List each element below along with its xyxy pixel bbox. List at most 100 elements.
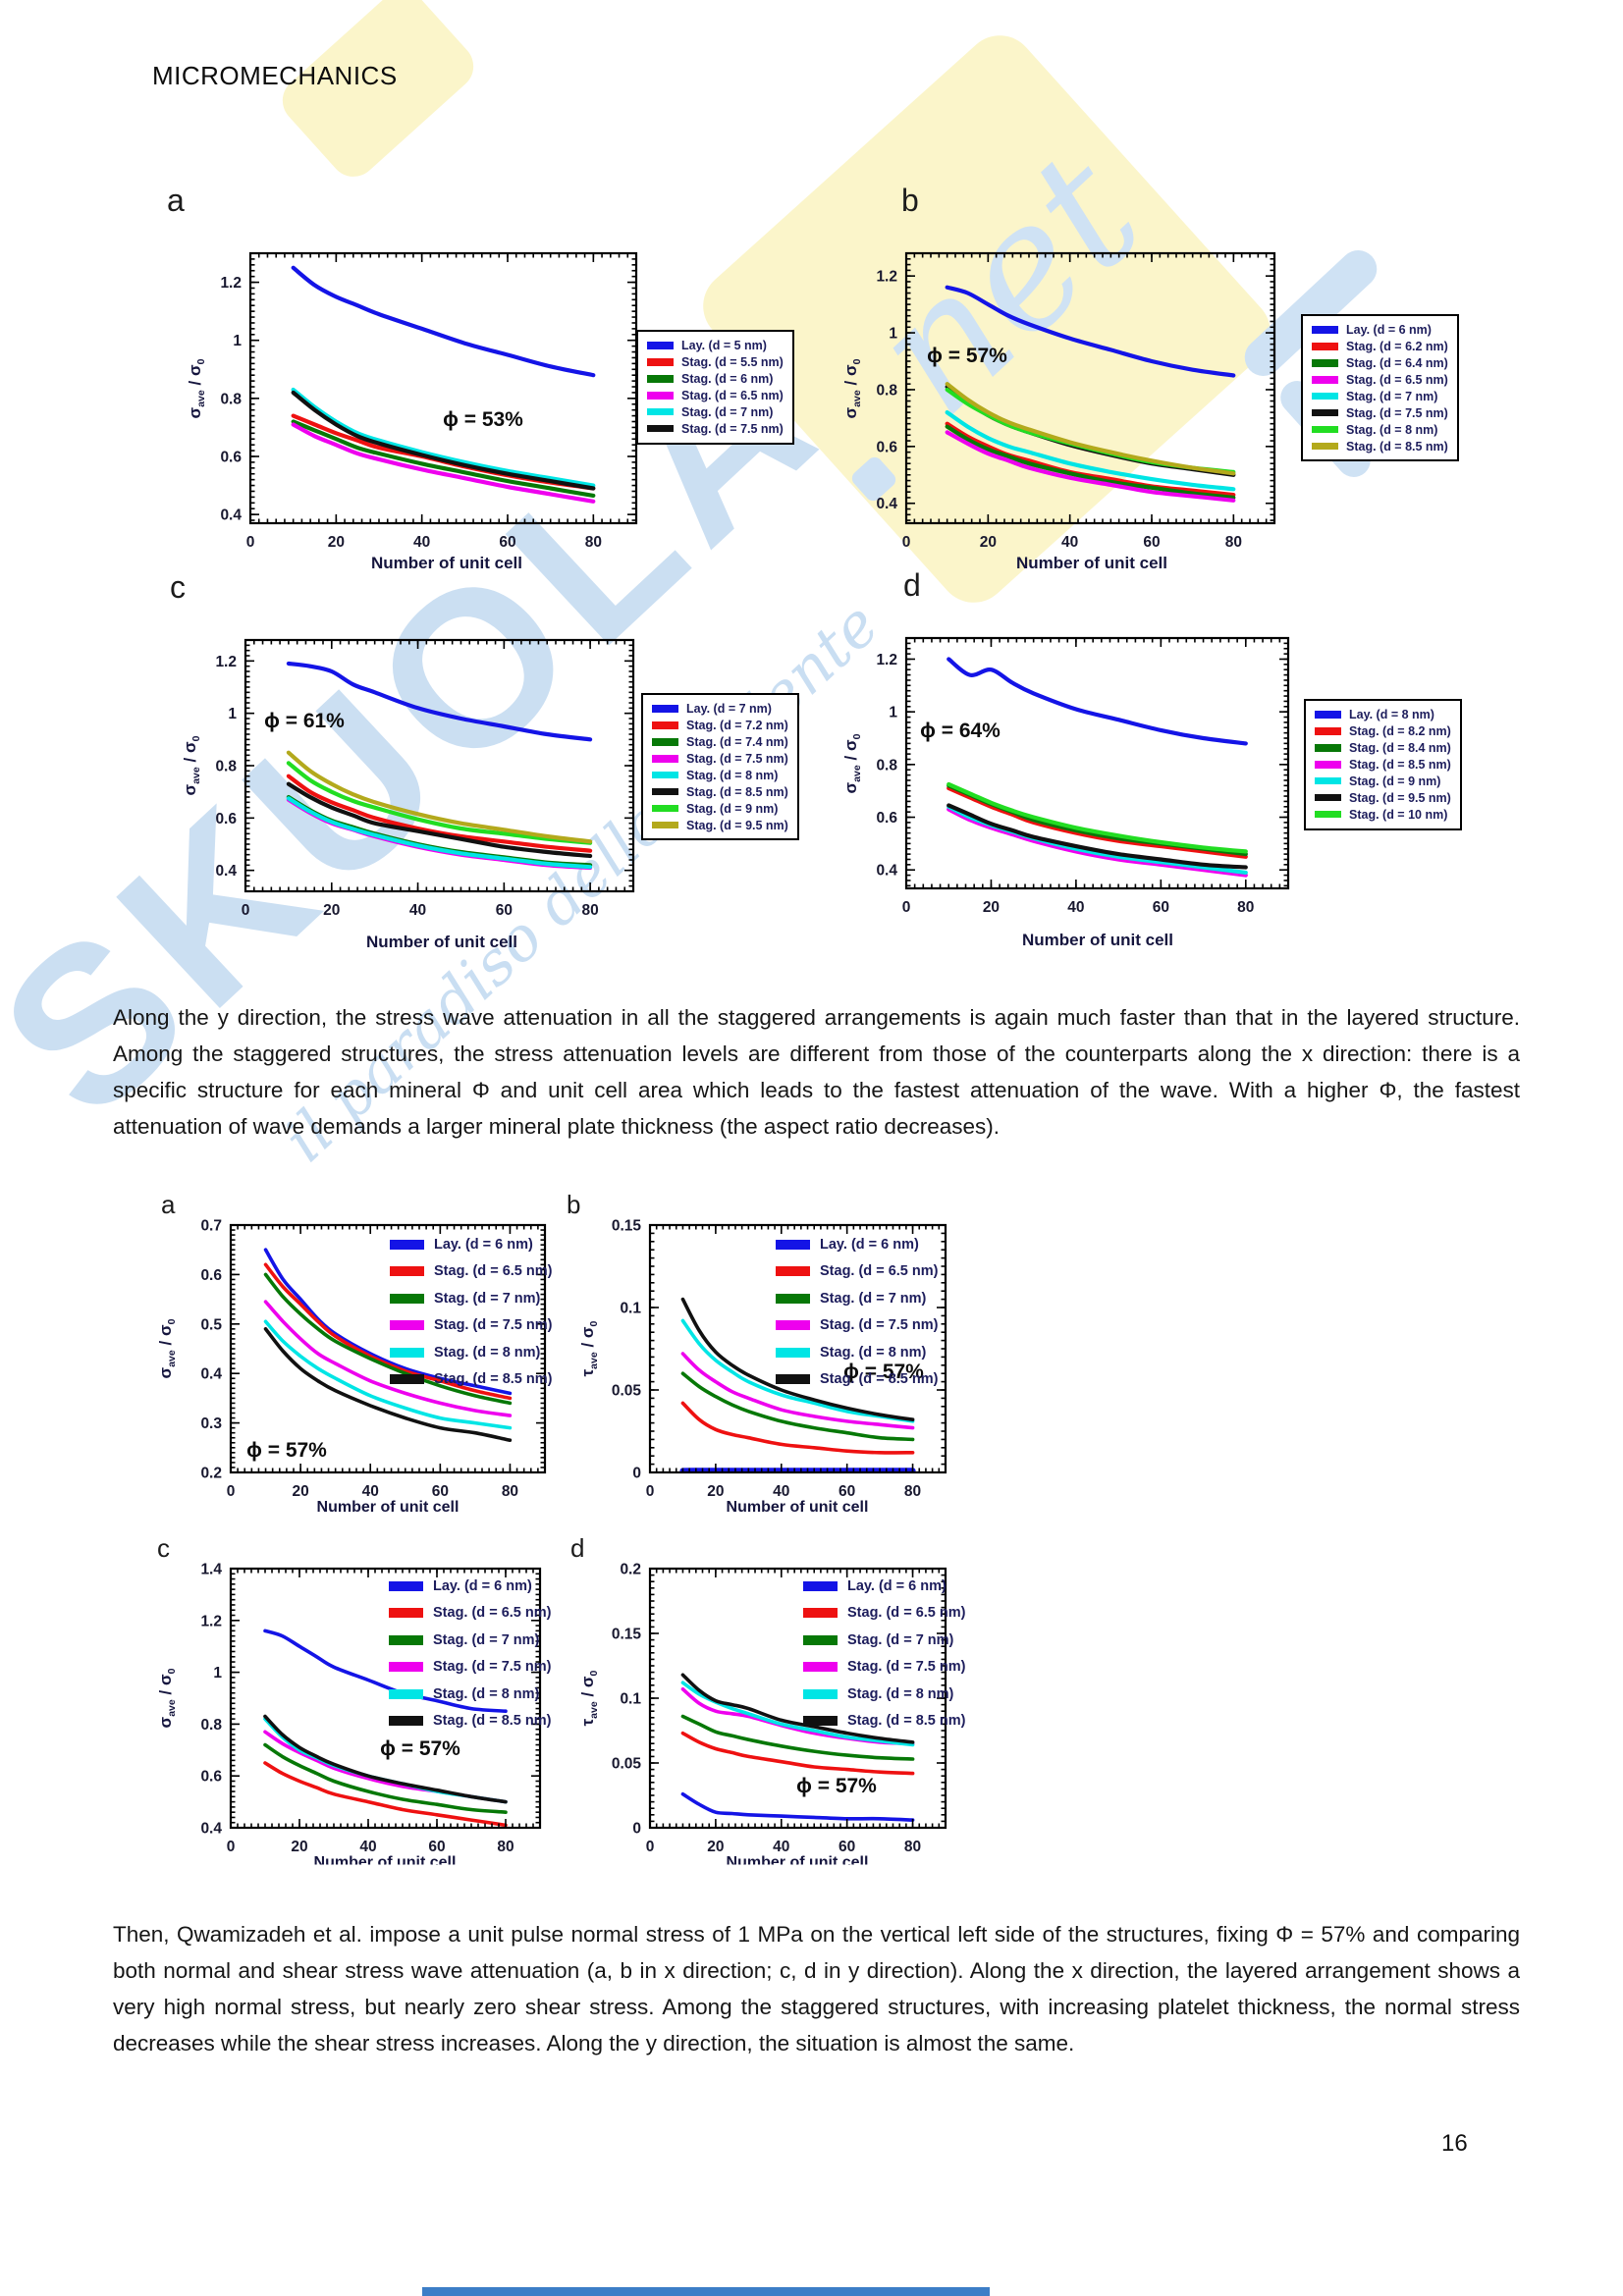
svg-text:0: 0	[646, 1839, 655, 1855]
svg-text:0.6: 0.6	[876, 810, 897, 827]
plot-area: 0 20 40 60 80 0.2 0.3 0.4 0.5 0.6 0.7	[200, 1218, 547, 1500]
y-axis-label: τave / σ0	[577, 1320, 601, 1377]
watermark-yellow-shape	[272, 0, 484, 187]
svg-text:1.2: 1.2	[876, 652, 897, 668]
legend-entry: Stag. (d = 7.5 nm)	[390, 1314, 552, 1337]
legend-label: Stag. (d = 7.5 nm)	[686, 751, 788, 766]
legend-color-swatch	[803, 1634, 838, 1645]
svg-text:0: 0	[632, 1821, 641, 1838]
svg-text:20: 20	[328, 534, 345, 551]
legend-entry: Stag. (d = 7.4 nm)	[652, 735, 788, 749]
legend-color-swatch	[652, 721, 678, 729]
svg-text:0.6: 0.6	[876, 439, 897, 455]
plot-area: 0 20 40 60 80 0.4 0.6 0.8 1 1.2	[215, 638, 635, 919]
panel-letter: d	[903, 567, 921, 603]
legend-color-swatch	[389, 1580, 423, 1591]
svg-text:80: 80	[1237, 899, 1254, 916]
legend-label: Stag. (d = 8 nm)	[1346, 422, 1438, 437]
legend-color-swatch	[803, 1716, 838, 1726]
legend-color-swatch	[1312, 359, 1338, 367]
plot-area: 0 20 40 60 80 0 0.05 0.1 0.15	[612, 1218, 947, 1500]
legend-entry: Stag. (d = 7.5 nm)	[647, 422, 784, 436]
x-axis-label: Number of unit cell	[316, 1499, 460, 1516]
legend-color-swatch	[1312, 343, 1338, 350]
figure2-panel-d: d τave / σ0 0 20 40 60 80 0 0.05 0.1 0.15 0.2 ϕ =…	[557, 1500, 967, 1878]
svg-text:20: 20	[323, 902, 340, 919]
legend-color-swatch	[647, 375, 674, 383]
legend-color-swatch	[1315, 711, 1341, 719]
x-axis-label: Number of unit cell	[371, 554, 522, 572]
svg-text:0.4: 0.4	[220, 507, 242, 524]
legend-entry: Stag. (d = 8 nm)	[390, 1341, 552, 1363]
svg-text:0.2: 0.2	[620, 1562, 641, 1578]
legend-entry: Lay. (d = 6 nm)	[390, 1233, 552, 1255]
legend-color-swatch	[776, 1266, 810, 1276]
legend-color-swatch	[652, 755, 678, 763]
legend-color-swatch	[1312, 376, 1338, 384]
svg-text:1: 1	[233, 333, 242, 349]
legend-entry: Stag. (d = 7.5 nm)	[389, 1656, 551, 1679]
figure2-panel-b: b τave / σ0 0 20 40 60 80 0 0.05 0.1 0.15 ϕ = 57…	[557, 1156, 967, 1524]
legend-entry: Stag. (d = 8 nm)	[652, 769, 788, 782]
legend-label: Stag. (d = 5.5 nm)	[681, 354, 784, 369]
svg-text:0.6: 0.6	[215, 811, 237, 828]
svg-text:40: 40	[409, 902, 426, 919]
watermark-footer-bar	[422, 2287, 990, 2296]
plot-area: 0 20 40 60 80 0.4 0.6 0.8 1 1.2	[876, 251, 1276, 551]
legend-label: Stag. (d = 6.5 nm)	[1346, 372, 1448, 387]
legend-color-swatch	[389, 1688, 423, 1699]
svg-text:80: 80	[502, 1483, 518, 1500]
legend-color-swatch	[1312, 392, 1338, 400]
legend-color-swatch	[803, 1608, 838, 1618]
legend-label: Stag. (d = 6.5 nm)	[433, 1605, 552, 1621]
legend-color-swatch	[389, 1634, 423, 1645]
y-axis-label: σave / σ0	[840, 733, 864, 794]
y-axis-label: τave / σ0	[577, 1670, 601, 1727]
legend-color-swatch	[1312, 326, 1338, 334]
phi-annotation: ϕ = 57%	[796, 1775, 877, 1797]
legend-color-swatch	[1315, 761, 1341, 769]
svg-text:40: 40	[362, 1483, 379, 1500]
svg-text:40: 40	[1067, 899, 1084, 916]
svg-text:1.4: 1.4	[200, 1562, 222, 1578]
legend-entry: Stag. (d = 6.4 nm)	[1312, 356, 1448, 370]
svg-text:0: 0	[632, 1466, 641, 1482]
plot-area: 0 20 40 60 80 0.4 0.6 0.8 1 1.2 1.4	[200, 1562, 542, 1855]
legend-label: Stag. (d = 7.2 nm)	[686, 718, 788, 732]
svg-text:60: 60	[1153, 899, 1169, 916]
legend-label: Stag. (d = 7 nm)	[847, 1631, 954, 1648]
panel-letter: c	[157, 1533, 170, 1563]
legend-entry: Stag. (d = 6.5 nm)	[390, 1260, 552, 1283]
y-axis-label: σave / σ0	[840, 358, 864, 419]
svg-text:80: 80	[497, 1839, 514, 1855]
svg-text:0.6: 0.6	[220, 449, 242, 465]
legend-entry: Stag. (d = 5.5 nm)	[647, 355, 784, 369]
body-paragraph-1: Along the y direction, the stress wave a…	[113, 1005, 1520, 1139]
svg-text:0.8: 0.8	[200, 1717, 222, 1734]
svg-text:0.8: 0.8	[876, 757, 897, 774]
page-title: MICROMECHANICS	[152, 61, 398, 90]
legend-color-swatch	[1312, 425, 1338, 434]
svg-text:0.4: 0.4	[876, 863, 897, 880]
legend-panel-a: Lay. (d = 5 nm) Stag. (d = 5.5 nm) Stag. (…	[636, 330, 794, 445]
legend-entry: Stag. (d = 10 nm)	[1315, 808, 1451, 822]
legend-label: Stag. (d = 8 nm)	[820, 1344, 927, 1361]
legend-entry: Stag. (d = 7 nm)	[1312, 390, 1448, 403]
legend-color-swatch	[652, 787, 678, 796]
legend-color-swatch	[803, 1688, 838, 1699]
legend-entry: Stag. (d = 9.5 nm)	[652, 819, 788, 832]
svg-text:0: 0	[242, 902, 250, 919]
svg-text:0: 0	[646, 1483, 655, 1500]
legend-color-swatch	[652, 705, 678, 713]
legend-label: Stag. (d = 6.5 nm)	[434, 1263, 553, 1279]
legend-color-swatch	[389, 1716, 423, 1726]
legend-color-swatch	[1315, 727, 1341, 735]
svg-text:1.2: 1.2	[200, 1613, 222, 1629]
figure1-panel-b: b σave / σ0 0 20 40 60 80 0.4 0.6 0.8 1 1.2 ϕ = 5…	[813, 185, 1296, 572]
legend-entry: Stag. (d = 8.2 nm)	[1315, 724, 1451, 738]
legend-label: Lay. (d = 6 nm)	[433, 1577, 532, 1594]
svg-text:0.8: 0.8	[215, 759, 237, 775]
legend-entry: Stag. (d = 7.5 nm)	[776, 1314, 938, 1337]
svg-text:1: 1	[228, 706, 237, 722]
svg-text:0.4: 0.4	[876, 496, 897, 512]
